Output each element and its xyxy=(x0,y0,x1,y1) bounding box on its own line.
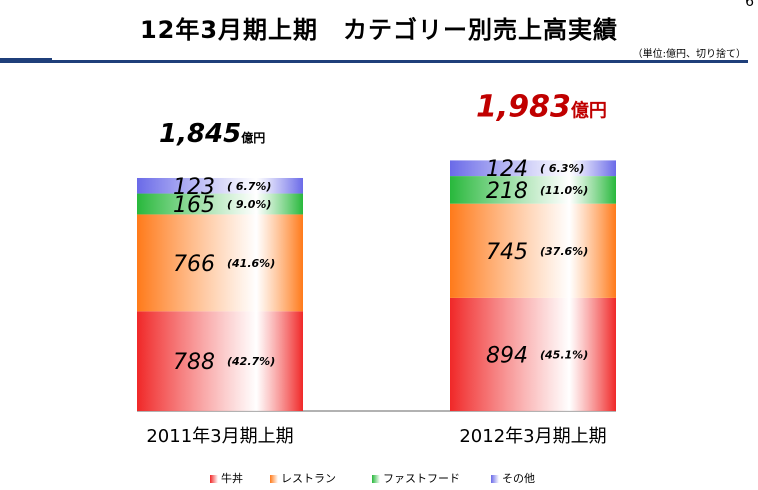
page-title: 12年3月期上期 カテゴリー別売上高実績 xyxy=(139,16,619,44)
segment-percent-label: ( 6.7%) xyxy=(227,180,271,193)
legend-item: その他 xyxy=(491,470,535,486)
bar-segment-0 xyxy=(137,311,303,411)
segment-value-label: 165 xyxy=(173,193,215,218)
legend: 牛丼 レストラン ファストフード その他 xyxy=(0,470,758,486)
bar-segment-1 xyxy=(137,214,303,312)
legend-label: ファストフード xyxy=(383,472,460,485)
segment-percent-label: (45.1%) xyxy=(540,348,588,361)
total-label: 1,845億円 xyxy=(159,119,265,149)
legend-item: 牛丼 xyxy=(210,470,243,486)
legend-swatch xyxy=(372,475,380,483)
stacked-bar-chart: 788 (42.7%) 766 (41.6%) 165 ( 9.0%) 123 ( 6.7%)… xyxy=(137,89,616,447)
bar-segment-2 xyxy=(137,193,303,215)
x-tick-label: 2011年3月期上期 xyxy=(146,426,293,447)
segment-percent-label: (11.0%) xyxy=(540,184,588,197)
page-corner-mark: 6 xyxy=(745,0,754,10)
legend-swatch xyxy=(491,475,499,483)
legend-swatch xyxy=(270,475,278,483)
total-label: 1,983億円 xyxy=(476,89,607,124)
legend-swatch xyxy=(210,475,218,483)
legend-item: ファストフード xyxy=(372,470,460,486)
segment-value-label: 218 xyxy=(486,179,528,204)
segment-value-label: 788 xyxy=(173,350,215,375)
segment-value-label: 124 xyxy=(486,157,528,182)
segment-value-label: 894 xyxy=(486,343,528,368)
legend-item: レストラン xyxy=(270,470,336,486)
legend-label: その他 xyxy=(502,472,535,485)
legend-label: レストラン xyxy=(281,472,336,485)
bar-segment-2 xyxy=(450,176,616,204)
unit-note: （単位:億円、切り捨て） xyxy=(632,49,746,60)
legend-label: 牛丼 xyxy=(221,472,243,485)
bar-segment-3 xyxy=(450,160,616,177)
segment-value-label: 766 xyxy=(173,252,215,277)
segment-percent-label: (37.6%) xyxy=(540,245,588,258)
title-rule xyxy=(0,60,748,63)
bar-segment-3 xyxy=(137,177,303,194)
segment-percent-label: ( 6.3%) xyxy=(540,162,584,175)
segment-value-label: 745 xyxy=(486,240,528,265)
segment-percent-label: (42.7%) xyxy=(227,355,275,368)
x-tick-label: 2012年3月期上期 xyxy=(459,426,606,447)
bar-segment-0 xyxy=(450,297,616,411)
segment-percent-label: (41.6%) xyxy=(227,257,275,270)
segment-value-label: 123 xyxy=(173,175,215,200)
bar-segment-1 xyxy=(450,203,616,298)
segment-percent-label: ( 9.0%) xyxy=(227,198,271,211)
